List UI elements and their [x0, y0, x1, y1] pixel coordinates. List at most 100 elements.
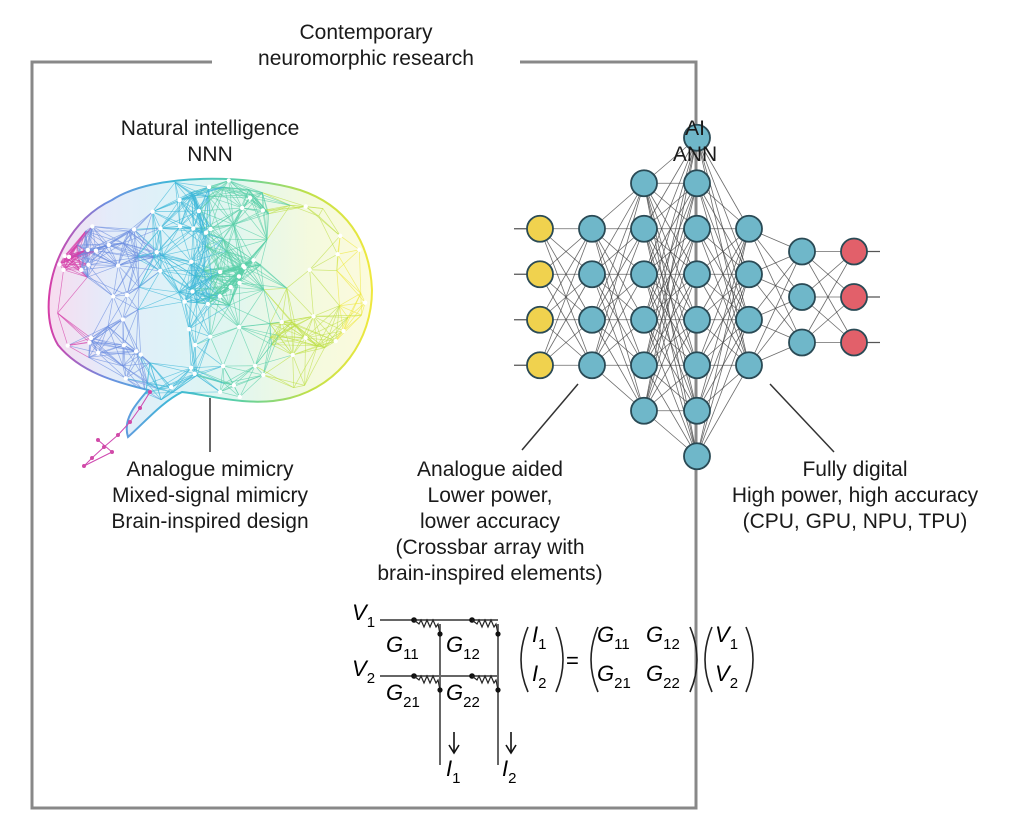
nnn-node [333, 339, 337, 343]
nnn-node [204, 230, 208, 234]
nnn-node [94, 248, 98, 252]
nnn-node [89, 336, 93, 340]
nnn-node [303, 336, 307, 340]
ann-node [579, 261, 605, 287]
nnn-node [187, 327, 191, 331]
nnn-tail-node [138, 406, 142, 410]
nnn-tail-edge [104, 435, 118, 447]
eq-v1: V1 [715, 622, 738, 653]
ann-node [631, 170, 657, 196]
ann-node [579, 307, 605, 333]
nnn-node [304, 204, 308, 208]
nnn-node [134, 349, 138, 353]
ann-node [841, 330, 867, 356]
ann-node [684, 307, 710, 333]
digital-pointer-line [770, 384, 834, 452]
nnn-node [227, 178, 231, 182]
nnn-node [139, 352, 143, 356]
nnn-tail-node [110, 450, 114, 454]
nnn-node [251, 258, 255, 262]
nnn-node [86, 248, 90, 252]
nnn-tail-node [102, 445, 106, 449]
ann-node [736, 261, 762, 287]
ann-title: AI ANN [640, 116, 750, 168]
crossbar-junction [437, 631, 442, 636]
eq-g11: G11 [597, 622, 630, 653]
nnn-node [237, 274, 241, 278]
eq-equals: = [566, 648, 579, 673]
g21-label: G21 [386, 680, 420, 711]
ann-node [841, 239, 867, 265]
ann-node [631, 307, 657, 333]
nnn-node [96, 351, 100, 355]
crossbar-junction [437, 687, 442, 692]
nnn-node [240, 206, 244, 210]
nnn-tail-node [116, 433, 120, 437]
crossbar-array: V1 V2 G11 G12 G21 G22 I1 I2 [352, 600, 516, 787]
nnn-node [207, 185, 211, 189]
nnn-node [363, 300, 367, 304]
ann-node [736, 352, 762, 378]
nnn-node [111, 294, 115, 298]
nnn-node [121, 317, 125, 321]
nnn-title: Natural intelligence NNN [85, 116, 335, 168]
nnn-node [169, 385, 173, 389]
nnn-tail-node [128, 420, 132, 424]
nnn-node [132, 227, 136, 231]
ann-node [684, 261, 710, 287]
ann-node [527, 307, 553, 333]
crossbar-equation: I1 I2 = G11 G12 G21 G22 V1 V2 [521, 622, 753, 692]
nnn-node [237, 325, 241, 329]
nnn-node [158, 269, 162, 273]
ann-node [527, 352, 553, 378]
ann-node [631, 261, 657, 287]
g11-label: G11 [386, 632, 419, 663]
v1-label: V1 [352, 600, 375, 631]
nnn-tail-node [148, 390, 152, 394]
ann-node [789, 239, 815, 265]
nnn-node [261, 373, 265, 377]
memristor-symbol [414, 676, 440, 690]
ann-node [684, 398, 710, 424]
ann-edge [592, 183, 644, 320]
eq-g12: G12 [646, 622, 680, 653]
ann-node [736, 307, 762, 333]
nnn-node [221, 364, 225, 368]
nnn-node [280, 320, 284, 324]
nnn-node [62, 254, 66, 258]
memristor-symbol [472, 620, 498, 634]
nnn-node [67, 255, 71, 259]
ann-node [789, 330, 815, 356]
nnn-node [193, 343, 197, 347]
nnn-node [335, 252, 339, 256]
nnn-node [218, 294, 222, 298]
ann-node [789, 284, 815, 310]
nnn-node [261, 208, 265, 212]
nnn-node [57, 262, 61, 266]
nnn-node [182, 299, 186, 303]
nnn-node [191, 226, 195, 230]
ann-node [631, 398, 657, 424]
nnn-node [218, 270, 222, 274]
nnn-node [178, 224, 182, 228]
memristor-symbol [414, 620, 440, 634]
nnn-node [307, 268, 311, 272]
nnn-node [190, 289, 194, 293]
nnn-node [177, 198, 181, 202]
nnn-node [208, 334, 212, 338]
eq-i1: I1 [532, 622, 546, 653]
nnn-node [241, 264, 245, 268]
nnn-node [66, 343, 70, 347]
nnn-node [86, 263, 90, 267]
ann-node [631, 352, 657, 378]
nnn-node [291, 353, 295, 357]
nnn-caption: Analogue mimicry Mixed-signal mimicry Br… [70, 457, 350, 535]
nnn-node [206, 302, 210, 306]
nnn-node [338, 234, 342, 238]
ann-node [579, 216, 605, 242]
digital-caption: Fully digital High power, high accuracy … [700, 457, 1010, 535]
frame-title: Contemporary neuromorphic research [216, 20, 516, 72]
nnn-node [192, 371, 196, 375]
nnn-node [253, 364, 257, 368]
